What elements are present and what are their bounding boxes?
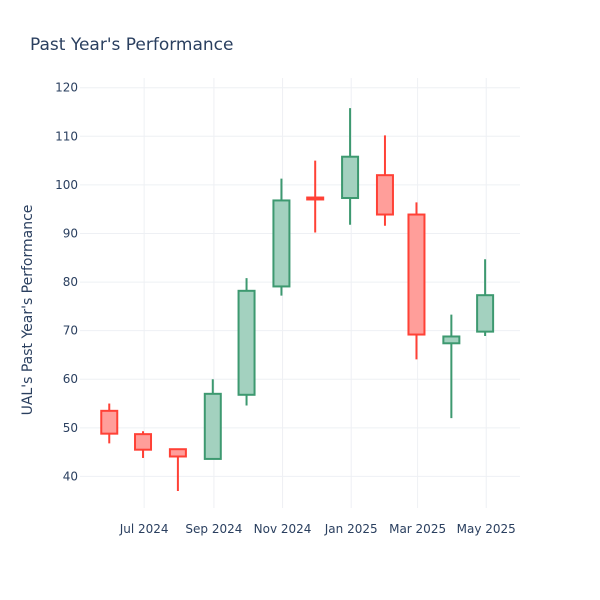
candle: [203, 379, 222, 460]
candle: [100, 403, 119, 444]
y-tick-label: 70: [63, 324, 78, 338]
candle: [134, 431, 153, 458]
candle-body: [168, 448, 187, 458]
candle: [306, 160, 325, 233]
y-tick-label: 40: [63, 469, 78, 483]
y-tick-label: 110: [55, 129, 78, 143]
x-tick-label: Jan 2025: [324, 522, 378, 536]
y-tick-label: 90: [63, 226, 78, 240]
candle: [476, 259, 495, 336]
x-tick-label: May 2025: [457, 522, 516, 536]
candle-body: [375, 174, 394, 216]
y-tick-label: 100: [55, 178, 78, 192]
x-ticks: Jul 2024 Sep 2024 Nov 2024 Jan 2025 Mar 2025…: [119, 522, 516, 536]
candle: [168, 448, 187, 491]
y-tick-label: 80: [63, 275, 78, 289]
y-ticks: 40 50 60 70 80 90 100 110 120: [55, 81, 78, 484]
candle: [272, 178, 291, 296]
candle: [407, 202, 426, 360]
y-tick-label: 120: [55, 81, 78, 95]
candle: [375, 135, 394, 226]
candle-body: [407, 213, 426, 336]
candle-body: [203, 392, 222, 460]
candle-body: [442, 335, 461, 345]
candle-body: [100, 409, 119, 435]
y-tick-label: 60: [63, 372, 78, 386]
chart-title: Past Year's Performance: [30, 35, 234, 55]
x-tick-label: Nov 2024: [254, 522, 312, 536]
candle: [442, 314, 461, 419]
candle-body: [476, 294, 495, 333]
candle-body: [341, 155, 360, 200]
candle-body: [237, 289, 256, 396]
y-tick-label: 50: [63, 421, 78, 435]
candle: [237, 278, 256, 406]
x-tick-label: Mar 2025: [389, 522, 446, 536]
candles-layer: [100, 108, 495, 491]
candle-body: [272, 199, 291, 288]
candle-body: [134, 433, 153, 451]
candle: [341, 108, 360, 225]
candle-body: [306, 196, 325, 201]
x-tick-label: Jul 2024: [119, 522, 169, 536]
x-tick-label: Sep 2024: [185, 522, 242, 536]
y-axis-label: UAL's Past Year's Performance: [20, 205, 36, 416]
